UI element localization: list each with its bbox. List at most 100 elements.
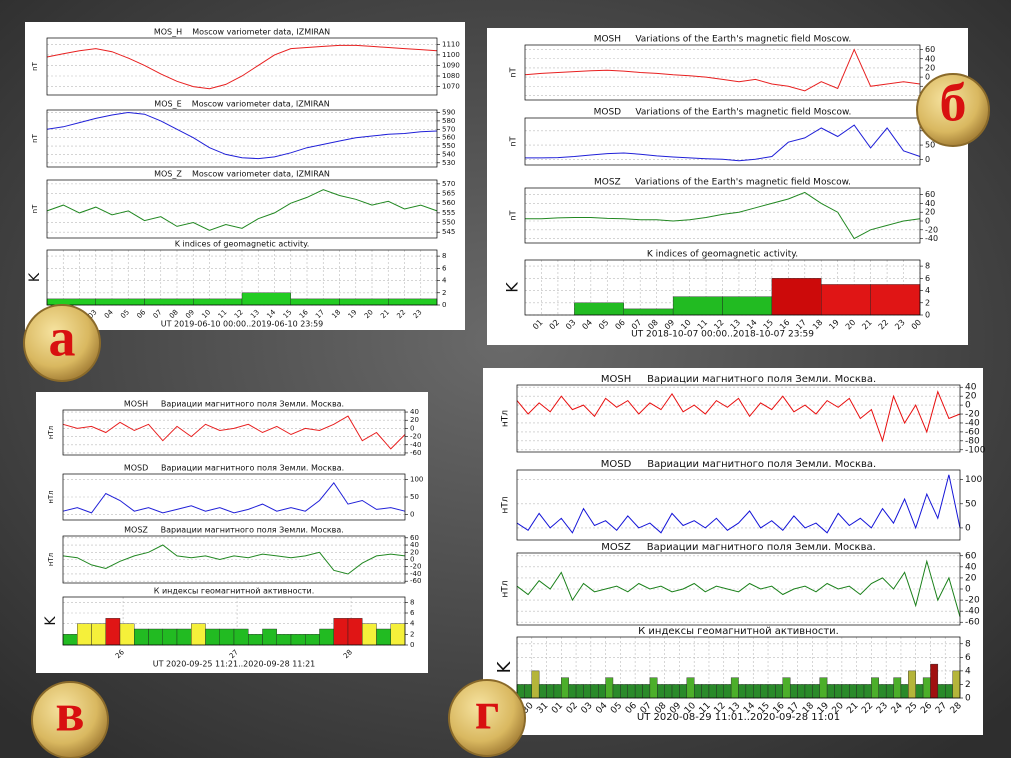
- y-tick-label: -60: [410, 577, 421, 585]
- x-tick-label: 17: [314, 308, 326, 320]
- x-tick-label: 10: [200, 308, 212, 320]
- k-bar: [930, 663, 939, 699]
- y-tick-label: 20: [965, 573, 977, 583]
- y-tick-label: 0: [965, 523, 971, 533]
- data-line: [46, 111, 438, 160]
- k-bar: [908, 670, 916, 699]
- y-tick-label: 2: [442, 289, 446, 297]
- data-line: [46, 189, 438, 231]
- k-bar: [760, 684, 769, 699]
- k-bar: [649, 677, 658, 699]
- y-tick-label: 60: [925, 45, 935, 54]
- k-bar: [900, 684, 909, 699]
- y-tick-label: 2: [925, 298, 930, 307]
- y-tick-label: 0: [965, 694, 971, 704]
- k-bar: [347, 618, 363, 646]
- k-bar: [77, 623, 92, 646]
- k-bar: [568, 684, 577, 699]
- plot-frame: [516, 469, 961, 541]
- y-tick-label: 50: [925, 141, 935, 150]
- k-bar: [686, 677, 695, 699]
- k-bar: [623, 308, 674, 316]
- x-tick-label: 20: [363, 308, 375, 320]
- panel-card: [483, 368, 983, 735]
- y-tick-label: 6: [442, 264, 447, 272]
- plot-frame: [516, 384, 961, 453]
- data-line: [46, 44, 438, 90]
- y-tick-label: 6: [925, 274, 930, 283]
- plot-frame: [62, 473, 406, 521]
- data-line: [524, 48, 921, 92]
- y-tick-label: 0: [925, 217, 930, 226]
- k-bar: [664, 684, 673, 699]
- k-bar: [870, 284, 921, 316]
- k-bar: [730, 677, 739, 699]
- plot-frame: [62, 409, 406, 456]
- y-tick-label: -60: [410, 449, 421, 457]
- k-bar: [945, 684, 953, 699]
- y-tick-label: 570: [442, 125, 455, 133]
- chart-title: MOSZ Вариации магнитного поля Земли. Мос…: [601, 542, 876, 553]
- y-tick-label: 4: [925, 286, 930, 295]
- plot-frame: [524, 44, 921, 101]
- y-tick-label: 530: [442, 159, 455, 167]
- y-axis-label: nT: [31, 61, 39, 70]
- data-line: [525, 191, 921, 240]
- y-tick-label: 0: [410, 424, 414, 432]
- x-axis-label: UT 2018-10-07 00:00..2018-10-07 23:59: [631, 330, 814, 340]
- x-tick-label: 03: [87, 308, 99, 320]
- y-tick-label: 0: [410, 511, 414, 519]
- k-bar: [134, 628, 149, 646]
- plot-frame: [46, 37, 438, 96]
- y-tick-label: 570: [442, 180, 455, 188]
- chart-title: К индексы геомагнитной активности.: [638, 626, 839, 637]
- k-bar: [952, 670, 961, 699]
- y-tick-label: -20: [925, 225, 938, 234]
- k-bar: [821, 284, 871, 316]
- panel-letter: а: [49, 307, 76, 367]
- k-bar: [262, 628, 277, 646]
- y-tick-label: 1080: [442, 72, 460, 80]
- k-bar: [893, 677, 902, 699]
- k-bar: [826, 684, 835, 699]
- y-tick-label: 545: [442, 228, 455, 236]
- k-bar: [612, 684, 621, 699]
- data-line: [516, 390, 961, 443]
- k-bar: [290, 298, 340, 306]
- y-tick-label: 8: [925, 262, 930, 271]
- y-tick-label: 60: [410, 534, 419, 542]
- panel-letter: в: [55, 682, 84, 742]
- plot-frame: [62, 596, 406, 646]
- k-bar: [856, 684, 865, 699]
- plot-frame: [516, 552, 961, 626]
- x-axis-label: UT 2020-08-29 11:01..2020-09-28 11:01: [637, 712, 840, 723]
- y-tick-label: 100: [965, 475, 982, 485]
- chart-title: MOS_H Moscow variometer data, IZMIRAN: [154, 28, 330, 37]
- data-line: [62, 544, 406, 575]
- y-axis-label: нТл: [47, 553, 55, 566]
- k-bar: [716, 684, 724, 699]
- plot-frame: [62, 535, 406, 584]
- k-bar: [205, 628, 220, 646]
- y-tick-label: -60: [965, 427, 980, 437]
- k-bar: [531, 670, 540, 699]
- chart-title: MOSD Вариации магнитного поля Земли. Мос…: [124, 464, 344, 473]
- k-bar: [144, 298, 194, 306]
- panel-letter: г: [475, 680, 500, 740]
- k-bar: [290, 634, 306, 646]
- data-line: [516, 559, 961, 617]
- y-tick-label: 580: [442, 117, 455, 125]
- y-tick-label: 565: [442, 190, 455, 198]
- x-tick-label: 27: [228, 648, 240, 660]
- y-tick-label: 2: [965, 680, 971, 690]
- chart-title: MOSD Вариации магнитного поля Земли. Мос…: [601, 459, 876, 470]
- y-tick-label: 1100: [442, 51, 460, 59]
- y-tick-label: 0: [965, 585, 971, 595]
- k-bar: [219, 628, 235, 646]
- k-bar: [339, 298, 389, 306]
- y-tick-label: 40: [925, 199, 935, 208]
- k-bar: [319, 628, 334, 646]
- k-bar: [241, 292, 291, 306]
- k-bar: [722, 296, 773, 316]
- y-tick-label: 560: [442, 134, 455, 142]
